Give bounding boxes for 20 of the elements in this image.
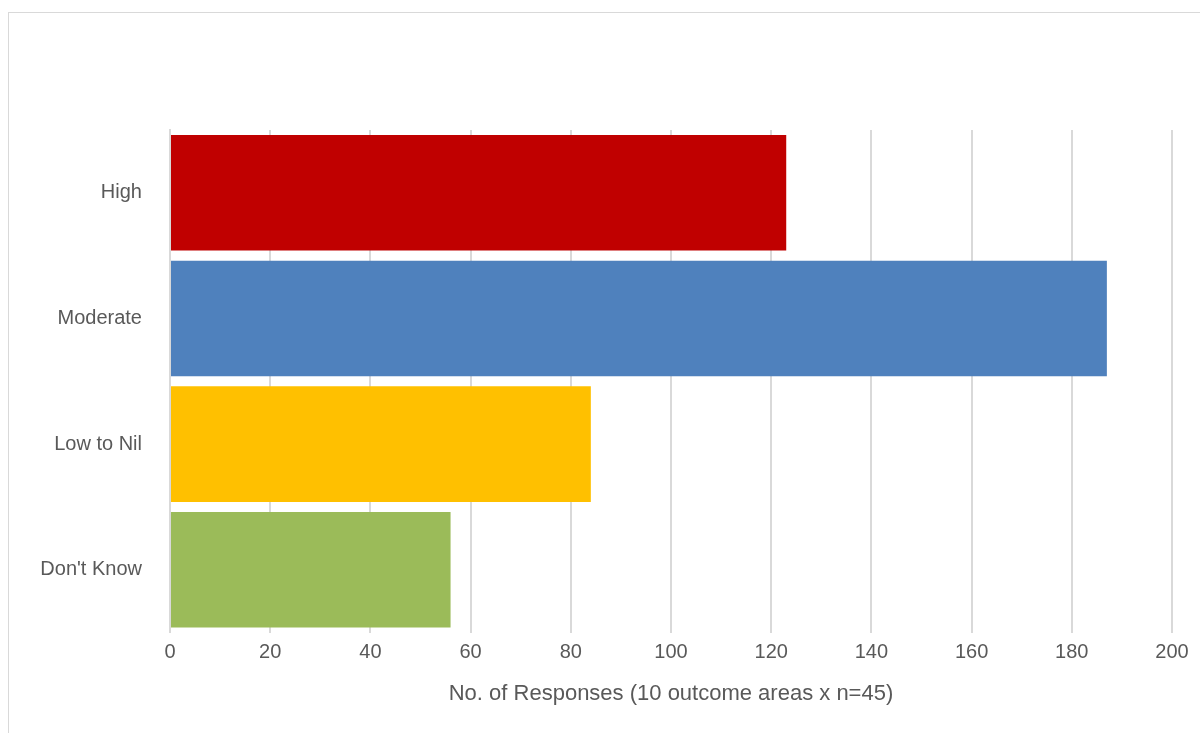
x-tick-label: 120	[754, 640, 788, 663]
x-tick-label: 180	[1055, 640, 1089, 663]
bar	[171, 260, 1107, 377]
x-tick-label: 60	[459, 640, 482, 663]
bar	[171, 135, 787, 251]
y-tick-label: High	[100, 180, 142, 203]
x-tick-label: 0	[164, 640, 176, 663]
y-tick-label: Low to Nil	[54, 431, 142, 454]
x-tick-label: 160	[954, 640, 989, 663]
y-tick-label: Moderate	[57, 305, 142, 328]
bar	[171, 386, 591, 502]
x-tick-label: 140	[854, 640, 889, 663]
bar	[171, 511, 451, 628]
x-tick-label: 80	[559, 640, 582, 663]
x-axis-title: No. of Responses (10 outcome areas x n=45)	[448, 679, 894, 705]
x-tick-label: 200	[1155, 640, 1189, 663]
x-tick-label: 100	[654, 640, 688, 663]
x-tick-label: 40	[359, 640, 382, 663]
y-tick-label: Don't Know	[40, 557, 143, 580]
x-tick-label: 20	[259, 640, 282, 663]
